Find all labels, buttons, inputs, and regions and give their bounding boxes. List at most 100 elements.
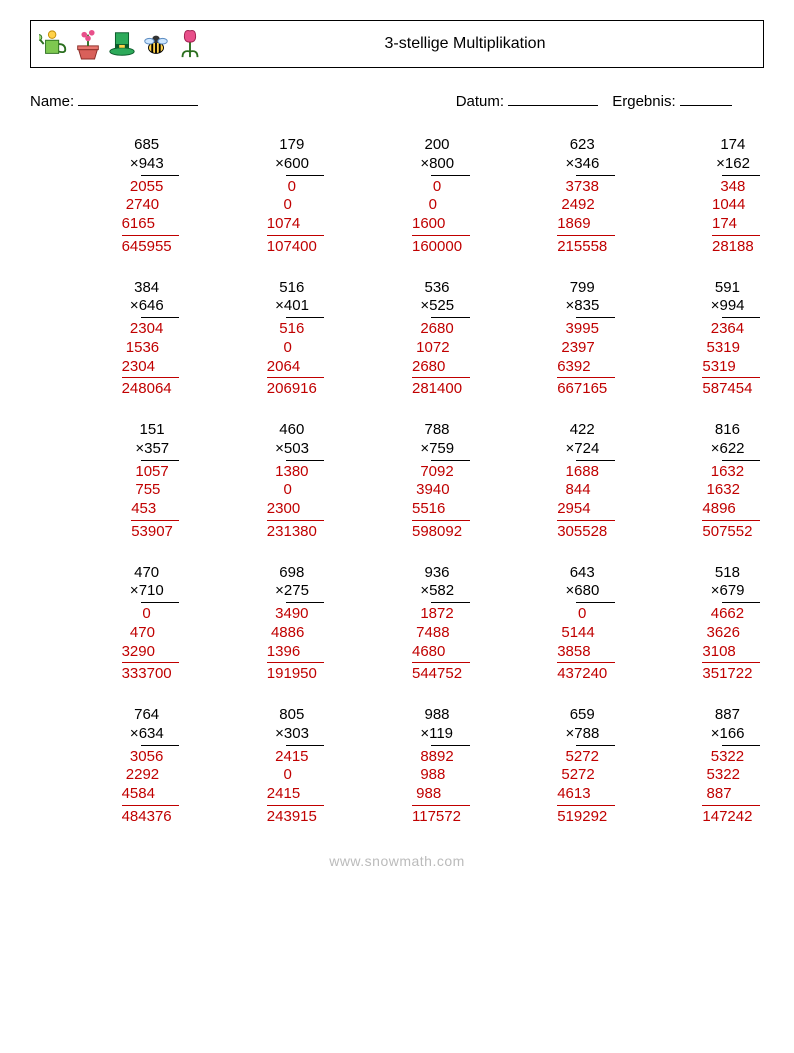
problem-line: 518 xyxy=(702,564,760,583)
problem-line: 8892 xyxy=(412,748,470,767)
problem-rule xyxy=(412,805,470,806)
problem-line: 844 xyxy=(557,481,615,500)
problem-line: 667165 xyxy=(557,380,615,399)
problem-line: ×994 xyxy=(702,297,760,316)
problem-line: 659 xyxy=(557,706,615,725)
problem-rule xyxy=(576,175,614,176)
problem-line: 4896 xyxy=(702,500,760,519)
problem-line: 2492 xyxy=(557,196,615,215)
problem-line: 2415 xyxy=(267,785,325,804)
problem-line: 936 xyxy=(412,564,470,583)
problem-line: 191950 xyxy=(267,665,325,684)
problem-rule xyxy=(286,460,324,461)
problem-rule xyxy=(557,377,615,378)
problem-rule xyxy=(267,377,325,378)
problem-line: ×401 xyxy=(267,297,325,316)
problem-line: 2740 xyxy=(122,196,180,215)
problem-line: ×166 xyxy=(702,725,760,744)
problem-line: 53907 xyxy=(131,523,179,542)
problem-line: 1869 xyxy=(557,215,615,234)
problem-line: 422 xyxy=(557,421,615,440)
problem-line: 1072 xyxy=(412,339,470,358)
problem-line: 755 xyxy=(131,481,179,500)
problem-line: 3290 xyxy=(122,643,180,662)
problem-line: ×275 xyxy=(267,582,325,601)
problem-rule xyxy=(431,745,469,746)
problem-line: 1536 xyxy=(122,339,180,358)
problem-line: 685 xyxy=(122,136,180,155)
problem: 518 ×679 4662 3626 3108 351722 xyxy=(615,564,790,685)
problem-line: 2292 xyxy=(122,766,180,785)
potted-plant-icon xyxy=(73,27,103,61)
problem-line: 536 xyxy=(412,279,470,298)
problem-line: 816 xyxy=(702,421,760,440)
problem-line: 799 xyxy=(557,279,615,298)
problem-line: 4584 xyxy=(122,785,180,804)
problem-rule xyxy=(122,235,180,236)
problem-line: ×346 xyxy=(557,155,615,174)
problem-line: ×788 xyxy=(557,725,615,744)
problem-line: 587454 xyxy=(702,380,760,399)
problem-line: 215558 xyxy=(557,238,615,257)
problem-rule xyxy=(557,520,615,521)
problem-line: 7092 xyxy=(412,463,470,482)
problem-rule xyxy=(141,460,179,461)
problem-line: 698 xyxy=(267,564,325,583)
problem-rule xyxy=(702,805,760,806)
problem-line: 1600 xyxy=(412,215,470,234)
problem-line: 160000 xyxy=(412,238,470,257)
problem-line: 3995 xyxy=(557,320,615,339)
meta-row: Name: Datum: Ergebnis: xyxy=(30,90,764,110)
problem-line: 0 xyxy=(267,178,325,197)
problem-rule xyxy=(141,745,179,746)
problem-line: 3858 xyxy=(557,643,615,662)
problem-line: 147242 xyxy=(702,808,760,827)
problem-line: 2680 xyxy=(412,358,470,377)
problem-rule xyxy=(722,745,760,746)
problem-line: ×525 xyxy=(412,297,470,316)
problem-rule xyxy=(722,460,760,461)
problem-line: 1872 xyxy=(412,605,470,624)
problem-line: 151 xyxy=(131,421,179,440)
watering-can-icon xyxy=(39,27,69,61)
problem-line: 887 xyxy=(702,785,760,804)
problem-line: 507552 xyxy=(702,523,760,542)
problem-line: 2397 xyxy=(557,339,615,358)
problem-line: 1632 xyxy=(702,463,760,482)
problem-line: ×582 xyxy=(412,582,470,601)
result-blank xyxy=(680,90,732,106)
problem-line: 179 xyxy=(267,136,325,155)
problem-line: 333700 xyxy=(122,665,180,684)
problem-rule xyxy=(712,235,760,236)
problem-line: 2304 xyxy=(122,358,180,377)
problem-line: ×119 xyxy=(412,725,470,744)
problem-line: 0 xyxy=(267,339,325,358)
problem-rule xyxy=(267,805,325,806)
problem-line: ×303 xyxy=(267,725,325,744)
problem-line: 5516 xyxy=(412,500,470,519)
problem-line: 1044 xyxy=(712,196,760,215)
tulip-icon xyxy=(175,27,205,61)
problem-line: 107400 xyxy=(267,238,325,257)
problem-line: 5322 xyxy=(702,748,760,767)
footer-watermark: www.snowmath.com xyxy=(30,853,764,869)
problem-rule xyxy=(286,175,324,176)
problem-rule xyxy=(722,602,760,603)
problem-rule xyxy=(431,460,469,461)
problem-line: 484376 xyxy=(122,808,180,827)
problem-rule xyxy=(557,235,615,236)
problem-line: 2680 xyxy=(412,320,470,339)
problem-line: 591 xyxy=(702,279,760,298)
problem-rule xyxy=(576,602,614,603)
problem-line: 384 xyxy=(122,279,180,298)
problem: 174 ×162 3481044 174 28188 xyxy=(615,136,790,257)
problem-line: ×943 xyxy=(122,155,180,174)
problem-line: 0 xyxy=(267,481,325,500)
problem-line: 5144 xyxy=(557,624,615,643)
problem-rule xyxy=(412,662,470,663)
problem-rule xyxy=(557,805,615,806)
problem-line: ×680 xyxy=(557,582,615,601)
problem-line: 470 xyxy=(122,624,180,643)
problem-line: 3626 xyxy=(702,624,760,643)
bee-icon xyxy=(141,27,171,61)
